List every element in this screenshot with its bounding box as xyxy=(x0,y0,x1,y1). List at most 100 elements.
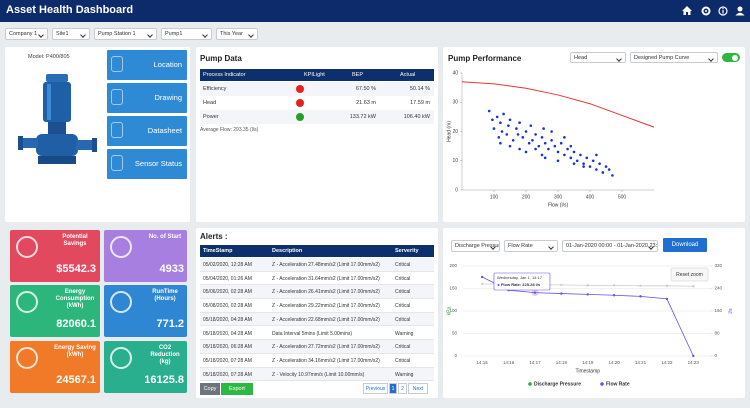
kpi-value: 24567.1 xyxy=(56,374,96,386)
table-row xyxy=(200,326,434,341)
table-row xyxy=(200,82,434,96)
button-icon xyxy=(111,89,123,105)
header-icons xyxy=(682,6,745,16)
actual-value: 50.14 % xyxy=(409,86,430,92)
kpi-value: $5542.3 xyxy=(56,263,96,275)
alert-cell: Data Interval 5mins (Limit 5.00mins) xyxy=(272,330,353,337)
bep-value: 21.63 m xyxy=(356,100,376,106)
kpi-icon xyxy=(16,347,38,369)
filter-select[interactable]: Company 1 xyxy=(5,28,48,40)
alert-cell: 05/08/2020, 02:28 AM xyxy=(203,303,252,310)
column-header: BEP xyxy=(352,72,364,78)
table-row xyxy=(200,258,434,272)
kpi-light xyxy=(296,85,304,93)
alert-cell: Critical xyxy=(395,357,411,364)
performance-toggle[interactable] xyxy=(722,53,740,62)
kpi-label: Energy Consumption (kWh) xyxy=(55,289,95,309)
bep-value: 133.72 kW xyxy=(349,114,376,120)
kpi-light xyxy=(296,113,304,121)
table-row xyxy=(200,312,434,327)
asset-button[interactable]: Location xyxy=(107,50,187,80)
table-row xyxy=(200,96,434,110)
table-header xyxy=(200,69,434,81)
copy-button[interactable]: Copy xyxy=(200,383,220,395)
alert-cell: Z - Acceleration 22.68mm/s2 (Limit 17.00… xyxy=(272,316,380,323)
alert-cell: 05/18/2020, 04:28 AM xyxy=(203,330,252,337)
alert-cell: Z - Acceleration 29.22mm/s2 (Limit 17.00… xyxy=(272,303,380,310)
kpi-label: Energy Saving (kWh) xyxy=(54,345,96,358)
filter-select[interactable]: This Year xyxy=(216,28,258,40)
button-icon xyxy=(111,56,123,72)
filter-select[interactable]: Pump1 xyxy=(161,28,212,40)
chart-select[interactable]: Discharge Pressure xyxy=(451,240,500,252)
alert-cell: Z - Acceleration 27.48mm/s2 (Limit 17.00… xyxy=(272,262,380,268)
kpi-value: 82060.1 xyxy=(56,318,96,330)
indicator-name: Power xyxy=(203,114,219,120)
alert-cell: Warning xyxy=(395,330,414,337)
chart-select[interactable]: Head xyxy=(570,52,626,63)
filter-select[interactable]: Site1 xyxy=(52,28,90,40)
app-title: Asset Health Dashboard xyxy=(6,4,134,16)
page-button[interactable]: 1 xyxy=(389,383,397,394)
actual-value: 106.40 kW xyxy=(403,114,430,120)
alert-cell: Critical xyxy=(395,289,411,296)
kpi-value: 771.2 xyxy=(156,318,184,330)
trend-panel xyxy=(443,228,745,398)
kpi-label: Potential Savings xyxy=(62,234,88,247)
user-icon[interactable] xyxy=(735,6,745,16)
home-icon[interactable] xyxy=(682,6,692,15)
kpi-value: 16125.8 xyxy=(144,374,184,386)
chart-select[interactable]: Flow Rate xyxy=(504,240,558,252)
pump-performance-panel xyxy=(443,47,745,222)
actual-value: 17.59 m xyxy=(410,100,430,106)
column-header: TimeStamp xyxy=(203,248,233,254)
indicator-name: Efficiency xyxy=(203,86,227,92)
alert-cell: Critical xyxy=(395,262,411,268)
average-flow: Average Flow: 293.35 (l/s) xyxy=(200,127,259,133)
alert-cell: Z - Acceleration 26.41mm/s2 (Limit 17.00… xyxy=(272,289,380,296)
button-icon xyxy=(111,155,123,171)
alert-cell: Critical xyxy=(395,316,411,323)
kpi-label: CO2 Reduction (kg) xyxy=(150,345,180,365)
settings-icon[interactable] xyxy=(701,6,711,16)
kpi-icon xyxy=(16,236,38,258)
alert-cell: 05/18/2020, 07:28 AM xyxy=(203,371,252,378)
table-row xyxy=(200,340,434,354)
export-button[interactable]: Export xyxy=(221,383,253,395)
asset-button[interactable]: Sensor Status xyxy=(107,149,187,179)
table-row xyxy=(200,110,434,124)
page-button[interactable]: 2 xyxy=(398,383,407,394)
panel-title: Pump Performance xyxy=(448,54,522,63)
page-button[interactable]: Next xyxy=(408,383,428,394)
alert-cell: 05/02/2020, 12:28 AM xyxy=(203,262,252,268)
download-button[interactable]: Download xyxy=(663,238,707,252)
alert-cell: 05/18/2020, 04:28 AM xyxy=(203,316,252,323)
chart-select[interactable]: Designed Pump Curve xyxy=(630,52,718,63)
header-bar xyxy=(0,0,750,22)
page-button[interactable]: Previous xyxy=(363,383,388,394)
table-row xyxy=(200,285,434,300)
asset-button[interactable]: Drawing xyxy=(107,83,187,113)
column-header: Serverity xyxy=(395,248,419,254)
pump-image xyxy=(18,74,97,164)
alert-cell: 05/18/2020, 07:28 AM xyxy=(203,357,252,364)
alert-cell: Z - Velocity 10.97mm/s (Limit 10.00mm/s) xyxy=(272,371,365,378)
model-label: Model: P400/805 xyxy=(28,54,70,60)
kpi-value: 4933 xyxy=(159,263,184,275)
chart-select[interactable]: 01-Jan-2020 00:00 - 01-Jan-2020 23: xyxy=(562,240,658,252)
info-icon[interactable] xyxy=(718,6,728,16)
alert-cell: Z - Acceleration 31.64mm/s2 (Limit 17.00… xyxy=(272,275,380,282)
kpi-icon xyxy=(110,291,132,313)
table-row xyxy=(200,271,434,286)
asset-button[interactable]: Datasheet xyxy=(107,116,187,146)
kpi-icon xyxy=(16,291,38,313)
panel-title: Pump Data xyxy=(200,54,242,63)
filter-select[interactable]: Pump Station 1 xyxy=(94,28,157,40)
toggle-knob xyxy=(732,54,738,61)
column-header: KPILight xyxy=(304,72,325,78)
table-row xyxy=(200,299,434,313)
alert-cell: Warning xyxy=(395,371,414,378)
alert-cell: Z - Acceleration 34.16mm/s2 (Limit 17.00… xyxy=(272,357,380,364)
bep-value: 67.50 % xyxy=(355,86,376,92)
panel-title: Alerts : xyxy=(200,232,228,241)
